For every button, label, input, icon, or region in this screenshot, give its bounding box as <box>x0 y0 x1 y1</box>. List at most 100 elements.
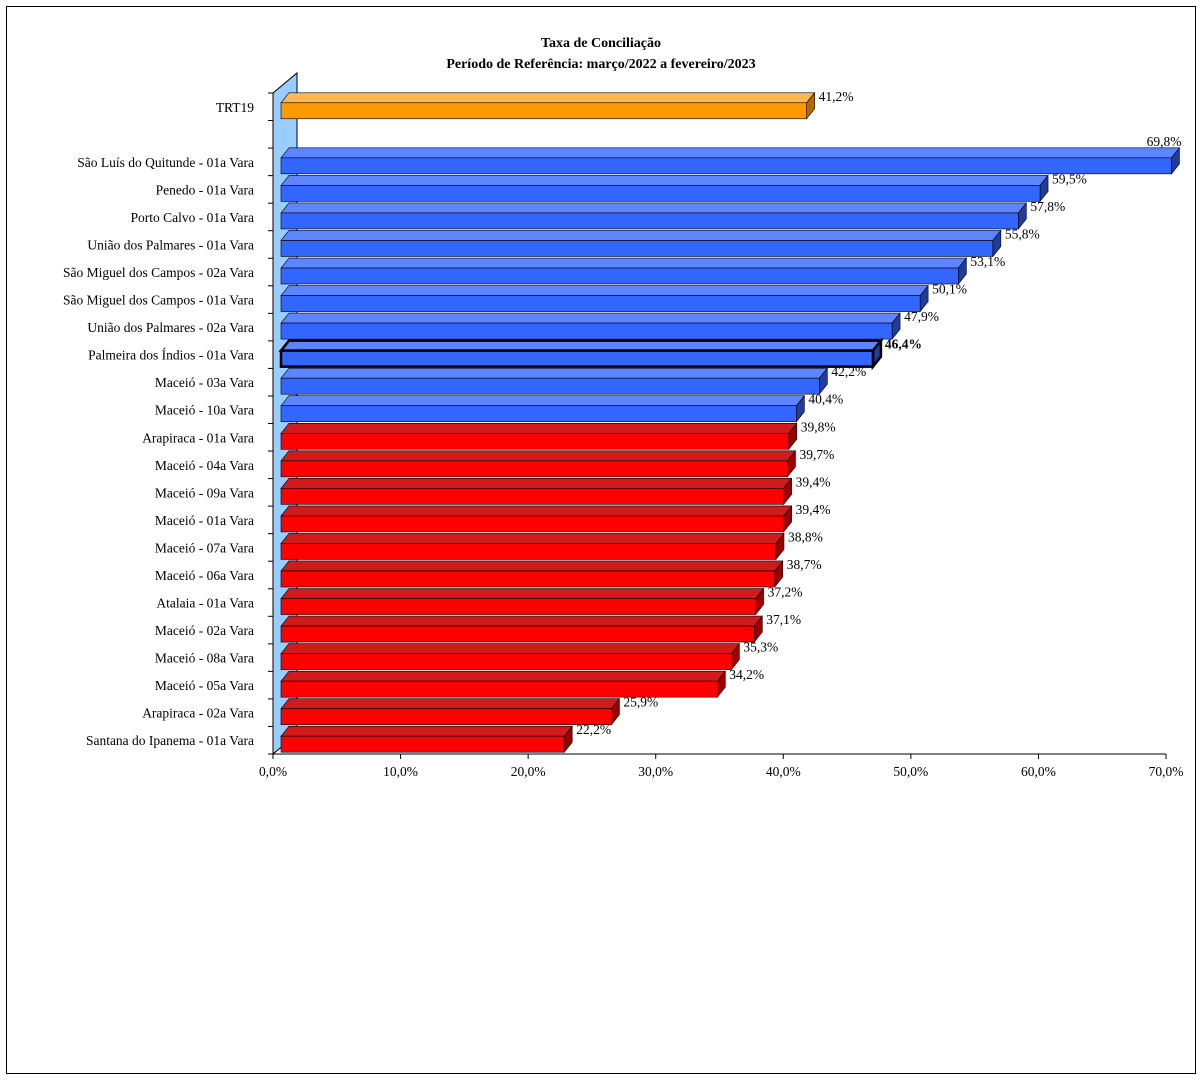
bar <box>281 644 739 670</box>
data-label: 53,1% <box>970 254 1005 269</box>
bar <box>281 258 966 284</box>
bar-front-face <box>281 488 784 504</box>
bar <box>281 699 619 725</box>
category-label: Maceió - 01a Vara <box>155 513 254 528</box>
bar-top-face <box>281 230 1001 240</box>
bar-front-face <box>281 571 775 587</box>
bar-front-face <box>281 240 993 256</box>
bar <box>281 341 881 367</box>
category-label: Santana do Ipanema - 01a Vara <box>86 733 254 748</box>
data-label: 50,1% <box>932 282 967 297</box>
data-label: 39,4% <box>796 474 831 489</box>
category-label: Palmeira dos Índios - 01a Vara <box>88 348 254 363</box>
category-label: TRT19 <box>216 100 254 115</box>
bar <box>281 396 804 422</box>
bar-front-face <box>281 543 776 559</box>
data-label: 37,2% <box>768 585 803 600</box>
bar <box>281 286 928 312</box>
bar <box>281 589 764 615</box>
data-label: 22,2% <box>576 722 611 737</box>
x-tick-label: 0,0% <box>259 764 287 779</box>
bar <box>281 368 827 394</box>
data-label: 39,8% <box>801 419 836 434</box>
data-label: 37,1% <box>766 612 801 627</box>
bar-top-face <box>281 478 792 488</box>
bar-front-face <box>281 323 892 339</box>
bar <box>281 148 1179 174</box>
bar <box>281 533 784 559</box>
x-tick-label: 30,0% <box>638 764 673 779</box>
category-label: Maceió - 08a Vara <box>155 651 254 666</box>
x-tick-label: 40,0% <box>766 764 801 779</box>
bar-top-face <box>281 671 725 681</box>
bar-front-face <box>281 268 958 284</box>
bar-front-face <box>281 103 807 119</box>
chart-title: Taxa de Conciliação <box>541 36 661 51</box>
bar-top-face <box>281 451 795 461</box>
bar-top-face <box>281 148 1179 158</box>
bar <box>281 423 797 449</box>
bar <box>281 616 762 642</box>
bar-top-face <box>281 506 792 516</box>
data-label: 69,8% <box>1147 134 1182 149</box>
bar-front-face <box>281 158 1171 174</box>
bar-front-face <box>281 351 873 367</box>
bar-top-face <box>281 313 900 323</box>
bar-top-face <box>281 341 881 351</box>
bar <box>281 478 792 504</box>
bar <box>281 93 815 119</box>
bar-front-face <box>281 185 1040 201</box>
data-label: 55,8% <box>1005 226 1040 241</box>
category-label: Atalaia - 01a Vara <box>156 596 254 611</box>
data-label: 57,8% <box>1030 199 1065 214</box>
category-label: União dos Palmares - 02a Vara <box>87 320 254 335</box>
bar-front-face <box>281 406 796 422</box>
bar <box>281 671 725 697</box>
bar <box>281 506 792 532</box>
bar-top-face <box>281 258 966 268</box>
bar-front-face <box>281 433 789 449</box>
category-label: São Miguel dos Campos - 01a Vara <box>63 293 254 308</box>
x-tick-label: 60,0% <box>1021 764 1056 779</box>
data-label: 25,9% <box>623 695 658 710</box>
category-label: Penedo - 01a Vara <box>156 182 254 197</box>
bar-top-face <box>281 533 784 543</box>
bar <box>281 230 1001 256</box>
bar-top-face <box>281 616 762 626</box>
plot-area: 0,0% 10,0% 20,0% 30,0% 40,0% 50,0% 60,0% 70,0% T… <box>63 73 1183 779</box>
bar-top-face <box>281 699 619 709</box>
data-label: 39,7% <box>799 447 834 462</box>
x-tick-label: 70,0% <box>1149 764 1184 779</box>
bar-front-face <box>281 736 564 752</box>
bar-front-face <box>281 516 784 532</box>
bar-front-face <box>281 626 754 642</box>
category-label: União dos Palmares - 01a Vara <box>87 237 254 252</box>
bar-top-face <box>281 589 764 599</box>
data-label: 59,5% <box>1052 171 1087 186</box>
category-label: Maceió - 05a Vara <box>155 678 254 693</box>
category-label: Arapiraca - 01a Vara <box>142 430 254 445</box>
bar <box>281 726 572 752</box>
data-label: 41,2% <box>819 89 854 104</box>
category-label: Arapiraca - 02a Vara <box>142 706 254 721</box>
bar <box>281 175 1048 201</box>
bar-front-face <box>281 378 819 394</box>
bar-top-face <box>281 286 928 296</box>
bar-front-face <box>281 709 611 725</box>
chart-subtitle: Período de Referência: março/2022 a feve… <box>446 57 755 72</box>
bar-top-face <box>281 93 815 103</box>
bar-top-face <box>281 644 739 654</box>
bar-top-face <box>281 726 572 736</box>
x-tick-label: 50,0% <box>893 764 928 779</box>
category-label: Maceió - 09a Vara <box>155 485 254 500</box>
category-label: São Miguel dos Campos - 02a Vara <box>63 265 254 280</box>
category-label: Maceió - 06a Vara <box>155 568 254 583</box>
data-label: 40,4% <box>808 392 843 407</box>
bar-front-face <box>281 599 756 615</box>
category-label: Maceió - 10a Vara <box>155 403 254 418</box>
category-label: Porto Calvo - 01a Vara <box>131 210 254 225</box>
bar-top-face <box>281 368 827 378</box>
x-tick-label: 10,0% <box>383 764 418 779</box>
x-tick-label: 20,0% <box>511 764 546 779</box>
